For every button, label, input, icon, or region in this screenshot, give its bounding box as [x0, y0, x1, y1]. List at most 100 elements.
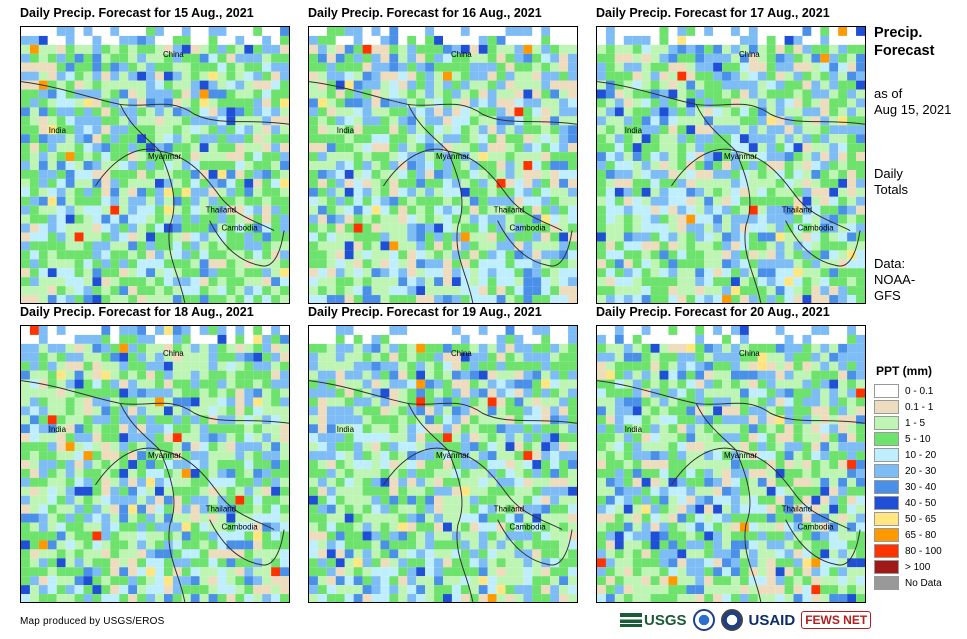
precip-cell	[280, 477, 289, 487]
precip-cell	[271, 433, 281, 443]
precip-cell	[371, 89, 381, 99]
precip-cell	[235, 442, 245, 452]
precip-cell	[650, 134, 660, 144]
precip-cell	[425, 540, 435, 550]
panel-title: Daily Precip. Forecast for 16 Aug., 2021	[308, 6, 542, 20]
precip-cell	[451, 232, 461, 242]
precip-cell	[244, 196, 254, 206]
precip-cell	[128, 549, 138, 559]
precip-cell	[478, 98, 488, 108]
precip-cell	[309, 415, 318, 425]
precip-cell	[344, 424, 354, 434]
precip-cell	[65, 433, 75, 443]
precip-cell	[677, 44, 687, 54]
precip-cell	[793, 343, 803, 353]
precip-cell	[353, 71, 363, 81]
precip-cell	[101, 134, 111, 144]
precip-cell	[686, 89, 696, 99]
precip-cell	[92, 98, 102, 108]
precip-cell	[21, 558, 30, 568]
precip-cell	[371, 567, 381, 577]
precip-cell	[326, 277, 336, 287]
precip-cell	[137, 486, 147, 496]
precip-cell	[92, 576, 102, 586]
precip-cell	[244, 241, 254, 251]
precip-cell	[443, 223, 452, 233]
precip-cell	[614, 143, 624, 153]
precip-cell	[199, 397, 209, 407]
precip-cell	[568, 531, 577, 541]
precip-cell	[83, 397, 93, 407]
precip-cell	[802, 116, 812, 126]
precip-cell	[344, 495, 354, 505]
precip-cell	[713, 268, 723, 278]
precip-cell	[469, 53, 479, 63]
precip-cell	[119, 295, 129, 303]
precip-cell	[487, 98, 497, 108]
precip-cell	[605, 161, 615, 170]
precip-cell	[271, 558, 281, 568]
precip-cell	[217, 259, 227, 269]
precip-cell	[235, 558, 245, 568]
precip-cell	[199, 531, 209, 541]
precip-cell	[362, 460, 372, 469]
precip-cell	[344, 549, 354, 559]
precip-cell	[253, 361, 263, 371]
precip-cell	[793, 178, 803, 188]
precip-cell	[532, 451, 542, 461]
precip-cell	[605, 107, 615, 117]
precip-cell	[487, 241, 497, 251]
precip-cell	[21, 442, 30, 452]
precip-cell	[29, 152, 39, 162]
precip-cell	[496, 62, 506, 72]
precip-cell	[793, 125, 803, 135]
precip-cell	[38, 343, 48, 353]
precip-cell	[110, 205, 120, 215]
precip-cell	[766, 250, 776, 260]
precip-cell	[505, 495, 515, 505]
precip-cell	[253, 178, 263, 188]
precip-cell	[766, 62, 776, 72]
precip-cell	[128, 205, 138, 215]
precip-cell	[434, 71, 443, 81]
precip-cell	[496, 406, 506, 416]
precip-cell	[811, 143, 821, 153]
precip-cell	[389, 352, 399, 362]
precip-cell	[92, 442, 102, 452]
precip-cell	[309, 531, 318, 541]
precip-cell	[425, 268, 435, 278]
precip-cell	[695, 35, 705, 45]
precip-cell	[650, 268, 660, 278]
precip-cell	[550, 442, 560, 452]
precip-cell	[757, 379, 767, 389]
precip-cell	[128, 89, 138, 99]
precip-cell	[362, 585, 372, 595]
precip-cell	[668, 232, 678, 242]
precip-cell	[802, 295, 812, 303]
precip-cell	[344, 576, 354, 586]
precip-cell	[820, 223, 830, 233]
precip-cell	[181, 477, 191, 487]
precip-cell	[713, 223, 723, 233]
precip-cell	[559, 214, 569, 224]
precip-cell	[469, 116, 479, 126]
precip-cell	[650, 71, 660, 81]
place-label: Myanmar	[436, 451, 469, 460]
precip-cell	[668, 250, 678, 260]
precip-cell	[244, 53, 254, 63]
precip-cell	[335, 460, 345, 469]
precip-cell	[443, 107, 452, 117]
precip-cell	[353, 98, 363, 108]
precip-cell	[478, 531, 488, 541]
precip-cell	[722, 116, 731, 126]
boundary-line	[447, 449, 563, 530]
precip-cell	[155, 125, 164, 135]
precip-cell	[614, 178, 624, 188]
precip-cell	[271, 460, 281, 469]
precip-cell	[416, 286, 426, 296]
precip-cell	[128, 406, 138, 416]
precip-cell	[65, 241, 75, 251]
precip-cell	[407, 326, 417, 335]
precip-cell	[181, 232, 191, 242]
precip-cell	[389, 286, 399, 296]
